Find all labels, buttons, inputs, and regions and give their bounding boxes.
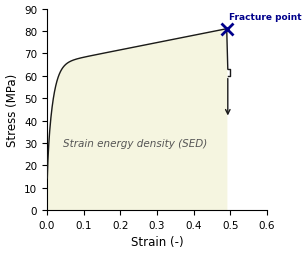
Text: Strain energy density (SED): Strain energy density (SED) xyxy=(63,138,207,148)
Text: Fracture point: Fracture point xyxy=(229,13,301,22)
X-axis label: Strain (-): Strain (-) xyxy=(131,235,183,248)
Y-axis label: Stress (MPa): Stress (MPa) xyxy=(5,73,19,146)
Polygon shape xyxy=(47,30,227,210)
